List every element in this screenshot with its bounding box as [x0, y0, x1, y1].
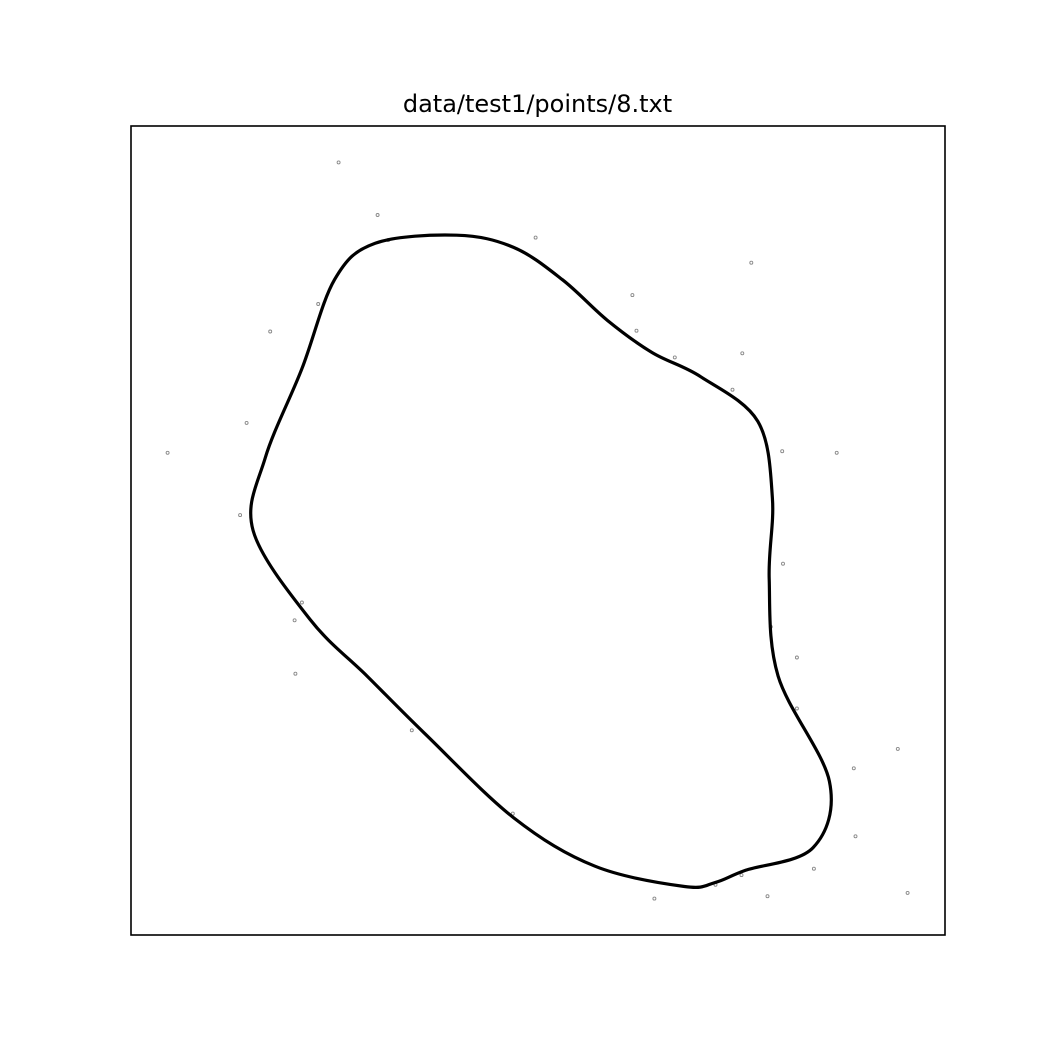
- data-point: [672, 355, 677, 360]
- data-point: [730, 387, 735, 392]
- data-point: [765, 894, 770, 899]
- data-point: [630, 293, 635, 298]
- data-point: [244, 420, 249, 425]
- data-point: [316, 302, 321, 306]
- data-point: [652, 896, 657, 901]
- data-point: [853, 834, 858, 839]
- data-point: [165, 450, 170, 455]
- data-point: [905, 890, 910, 895]
- data-point: [634, 328, 639, 333]
- data-point: [292, 618, 297, 623]
- data-point: [851, 766, 856, 771]
- data-point: [811, 866, 816, 871]
- data-point: [409, 728, 414, 733]
- chart-title: data/test1/points/8.txt: [403, 90, 672, 118]
- fitted-outline-curve: [249, 233, 833, 889]
- data-point: [794, 706, 799, 711]
- data-point: [375, 213, 380, 217]
- data-point: [781, 561, 785, 566]
- data-point: [740, 351, 745, 356]
- data-point: [739, 873, 744, 878]
- data-point: [533, 235, 538, 240]
- data-point: [794, 655, 799, 660]
- data-point: [780, 449, 785, 454]
- data-point: [268, 329, 273, 334]
- data-point: [293, 671, 298, 676]
- data-point: [895, 746, 900, 751]
- data-point: [299, 600, 304, 605]
- plot-frame: [130, 125, 946, 936]
- data-point: [238, 513, 243, 518]
- data-point: [834, 450, 839, 455]
- points-layer: [165, 160, 910, 901]
- data-point: [749, 260, 754, 265]
- data-point: [336, 160, 341, 165]
